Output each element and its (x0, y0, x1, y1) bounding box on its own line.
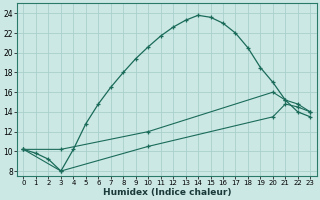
X-axis label: Humidex (Indice chaleur): Humidex (Indice chaleur) (103, 188, 231, 197)
